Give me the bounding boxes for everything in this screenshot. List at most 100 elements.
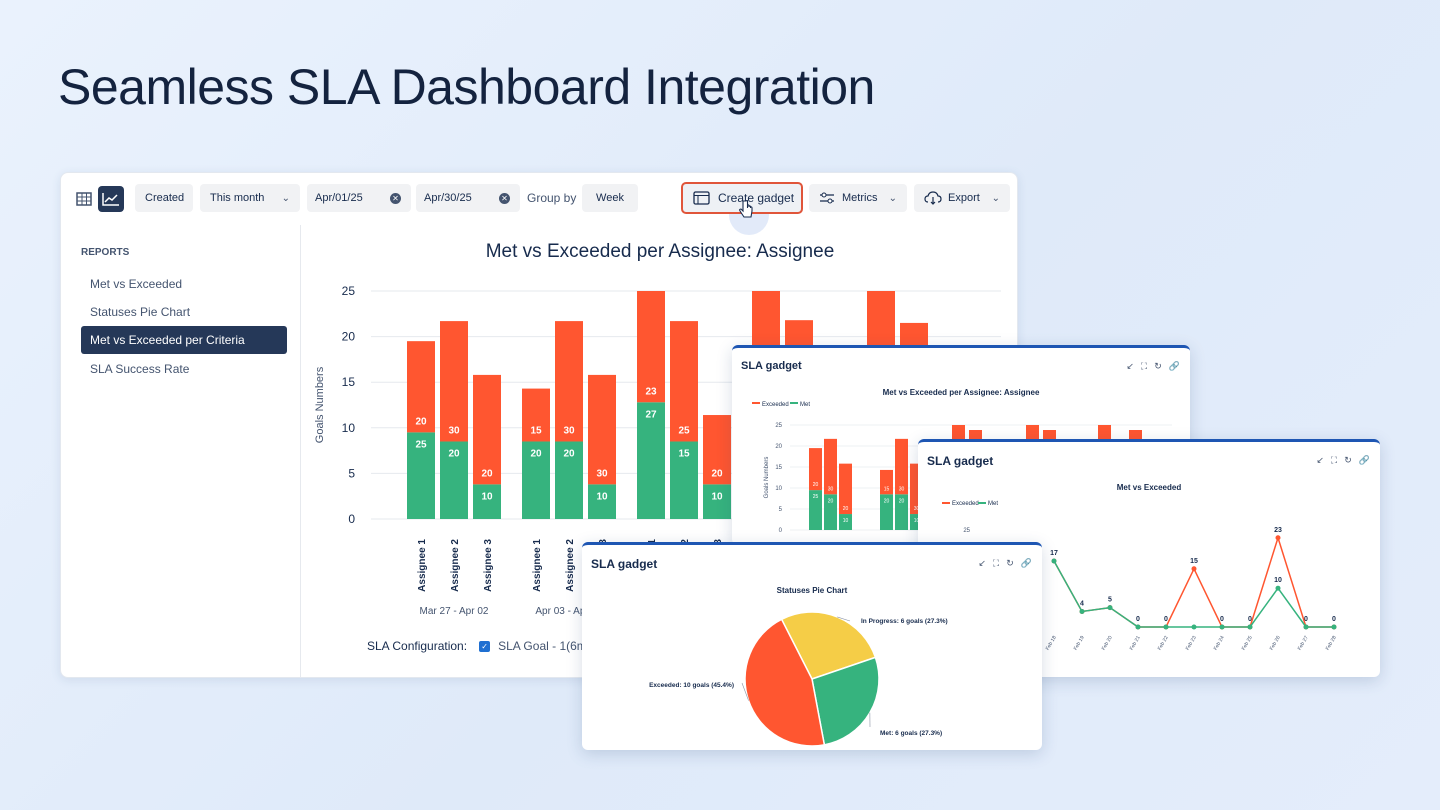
- pie-slice: [744, 618, 826, 747]
- series-point: [1219, 624, 1225, 630]
- sidebar-item-sla-success-rate[interactable]: SLA Success Rate: [90, 362, 190, 376]
- bar-exceeded: [703, 415, 731, 485]
- fullscreen-icon[interactable]: ⛶: [1330, 455, 1338, 465]
- group-by-select[interactable]: Week: [582, 184, 638, 212]
- link-icon[interactable]: 🔗: [1168, 361, 1180, 371]
- pie-slice: [811, 656, 880, 746]
- bar-met: [637, 402, 665, 519]
- metrics-label: Metrics: [842, 192, 878, 204]
- bar-met: [703, 484, 731, 519]
- sidebar-item-met-vs-exceeded-per-criteria[interactable]: Met vs Exceeded per Criteria: [81, 326, 287, 354]
- series-line: [1053, 535, 1334, 628]
- point-data-label: 10: [1274, 577, 1282, 584]
- bar-met: [473, 484, 501, 519]
- period-select[interactable]: This month ⌄: [200, 184, 300, 212]
- gadget-title: SLA gadget: [741, 360, 802, 372]
- x-tick-label: Assignee 2: [565, 539, 576, 592]
- group-by-value: Week: [596, 192, 624, 204]
- fullscreen-icon[interactable]: ⛶: [992, 558, 1000, 568]
- legend-label: Met: [800, 402, 810, 408]
- slice-label: In Progress: 6 goals (27.3%): [861, 618, 948, 625]
- point-data-label: 0: [1332, 616, 1336, 623]
- bar-exceeded: [880, 469, 893, 495]
- series-point: [1275, 535, 1281, 541]
- minimize-icon[interactable]: ↙: [1316, 455, 1324, 465]
- clear-icon[interactable]: ✕: [390, 192, 401, 204]
- series-point: [1135, 624, 1141, 630]
- sla-configuration-label: SLA Configuration:: [367, 639, 468, 653]
- bar-data-label: 10: [914, 518, 920, 524]
- point-data-label: 23: [1274, 527, 1282, 534]
- y-tick-label: 15: [342, 375, 356, 389]
- minimize-icon[interactable]: ↙: [1126, 361, 1134, 371]
- sla-gadget-pie: SLA gadget ↙ ⛶ ↻ 🔗 Statuses Pie Chart In Pr…: [582, 542, 1042, 750]
- link-icon[interactable]: 🔗: [1020, 558, 1032, 568]
- date-from-value: Apr/01/25: [315, 192, 363, 204]
- refresh-icon[interactable]: ↻: [1344, 455, 1352, 465]
- x-tick-label: Feb 21: [1129, 635, 1142, 652]
- y-tick-label: 10: [775, 486, 782, 492]
- x-tick-label: Feb 23: [1185, 635, 1198, 652]
- date-to-field[interactable]: Apr/30/25 ✕: [416, 184, 520, 212]
- minimize-icon[interactable]: ↙: [978, 558, 986, 568]
- metrics-menu-button[interactable]: Metrics ⌄: [809, 184, 907, 212]
- checkbox-checked-icon[interactable]: ✓: [479, 640, 491, 652]
- y-axis-label: Goals Numbers: [314, 366, 326, 443]
- bar-data-label: 25: [415, 439, 427, 450]
- bar-data-label: 20: [481, 468, 493, 479]
- group-label: Mar 27 - Apr 02: [420, 606, 489, 617]
- bar-data-label: 10: [843, 518, 849, 524]
- y-axis-label: Goals Numbers: [764, 457, 770, 499]
- y-tick-label: 25: [775, 423, 782, 429]
- point-data-label: 0: [1220, 616, 1224, 623]
- sidebar-item-statuses-pie-chart[interactable]: Statuses Pie Chart: [90, 305, 191, 319]
- legend-label: Met: [988, 501, 998, 507]
- series-point: [1051, 558, 1057, 564]
- create-gadget-button[interactable]: Create gadget: [681, 182, 803, 214]
- refresh-icon[interactable]: ↻: [1154, 361, 1162, 371]
- bar-data-label: 20: [448, 448, 460, 459]
- x-tick-label: Feb 27: [1297, 635, 1310, 652]
- group-by-label: Group by: [527, 191, 577, 205]
- created-field-button[interactable]: Created: [135, 184, 193, 212]
- x-tick-label: 1: [647, 539, 658, 545]
- gadget-icon: [693, 191, 710, 205]
- x-tick-label: Feb 26: [1269, 635, 1282, 652]
- bar-exceeded: [809, 448, 822, 491]
- export-menu-button[interactable]: Export ⌄: [914, 184, 1010, 212]
- bar-data-label: 10: [481, 491, 493, 502]
- series-point: [1303, 624, 1309, 630]
- sidebar-item-met-vs-exceeded[interactable]: Met vs Exceeded: [90, 277, 183, 291]
- point-data-label: 5: [1108, 597, 1112, 604]
- table-view-button[interactable]: [71, 186, 97, 212]
- bar-data-label: 20: [813, 482, 819, 488]
- gadget-line-chart: ExceededMet20251745001500230010Feb 18Feb…: [942, 501, 1338, 652]
- refresh-icon[interactable]: ↻: [1006, 558, 1014, 568]
- bar-data-label: 30: [563, 425, 575, 436]
- bar-data-label: 30: [448, 425, 460, 436]
- chart-view-button[interactable]: [98, 186, 124, 212]
- bar-met: [895, 494, 908, 530]
- series-point: [1275, 585, 1281, 591]
- slice-leader-line: [837, 616, 851, 622]
- bar-data-label: 27: [645, 409, 657, 420]
- clear-icon[interactable]: ✕: [499, 192, 510, 204]
- point-data-label: 0: [1248, 616, 1252, 623]
- gadget-chart-title: Met vs Exceeded: [1116, 483, 1182, 492]
- bar-data-label: 15: [530, 425, 542, 436]
- bar-exceeded: [407, 341, 435, 433]
- bar-data-label: 30: [596, 468, 608, 479]
- reports-sidebar: REPORTS Met vs Exceeded Statuses Pie Cha…: [61, 225, 301, 677]
- point-data-label: 4: [1080, 600, 1084, 607]
- link-icon[interactable]: 🔗: [1358, 455, 1370, 465]
- gadget-chart-title: Statuses Pie Chart: [776, 586, 848, 595]
- pie-slice: [780, 611, 877, 680]
- chevron-down-icon: ⌄: [888, 192, 897, 204]
- bar-data-label: 20: [828, 498, 834, 504]
- gadget-actions: ↙ ⛶ ↻ 🔗: [1126, 361, 1180, 372]
- slice-leader-line: [741, 682, 749, 701]
- fullscreen-icon[interactable]: ⛶: [1140, 361, 1148, 371]
- date-from-field[interactable]: Apr/01/25 ✕: [307, 184, 411, 212]
- sla-goal-label: SLA Goal - 1(6m): [498, 639, 591, 653]
- bar-data-label: 25: [678, 425, 690, 436]
